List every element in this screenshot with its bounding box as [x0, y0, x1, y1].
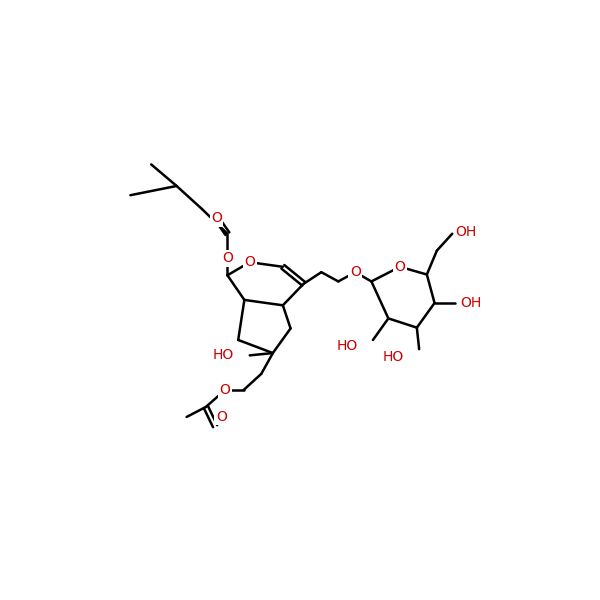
Text: OH: OH — [455, 225, 477, 239]
Text: O: O — [350, 265, 361, 279]
Text: OH: OH — [460, 296, 481, 310]
Text: O: O — [222, 251, 233, 265]
Text: O: O — [220, 383, 230, 397]
Text: HO: HO — [383, 350, 404, 364]
Text: HO: HO — [337, 339, 358, 353]
Text: O: O — [216, 410, 227, 424]
Text: O: O — [244, 255, 255, 269]
Text: O: O — [211, 211, 222, 225]
Text: O: O — [394, 260, 406, 274]
Text: HO: HO — [213, 349, 235, 362]
